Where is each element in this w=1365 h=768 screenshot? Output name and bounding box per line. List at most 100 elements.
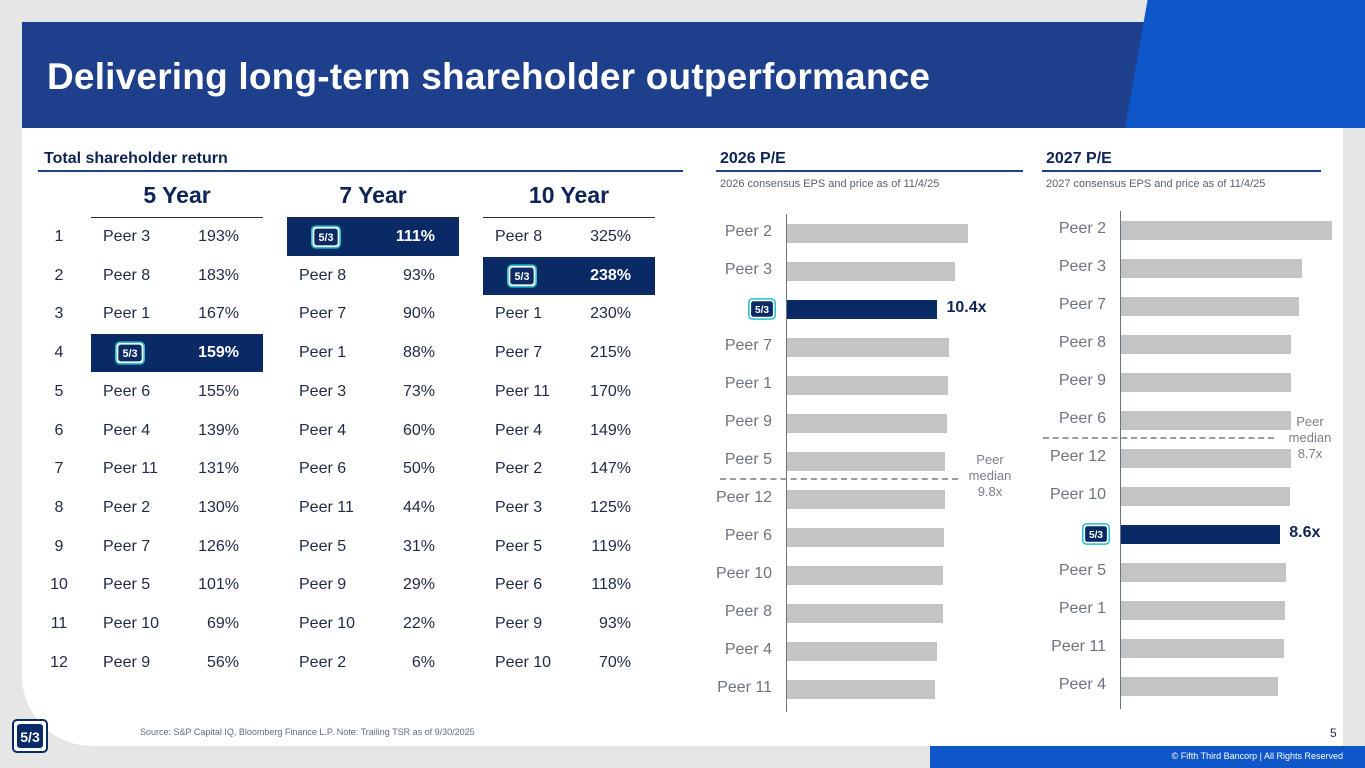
page-title: Delivering long-term shareholder outperf…	[47, 56, 931, 97]
tsr-value: 6%	[411, 653, 435, 671]
peer-name: Peer 6	[103, 382, 151, 400]
median-line	[720, 478, 958, 480]
category-label: Peer 5	[1058, 562, 1106, 579]
svg-text:5/3: 5/3	[318, 232, 333, 244]
category-label: Peer 12	[715, 489, 772, 506]
highlight-value-label: 8.6x	[1289, 524, 1321, 541]
peer-name: Peer 9	[495, 615, 543, 632]
median-label-line: 9.8x	[977, 484, 1003, 499]
tsr-value: 56%	[206, 653, 239, 671]
peer-name: Peer 5	[103, 576, 151, 594]
category-label: Peer 8	[1058, 334, 1106, 351]
peer-bar	[787, 489, 945, 509]
corner-accent	[1125, 0, 1365, 128]
tsr-value: 70%	[598, 653, 631, 671]
category-label: Peer 2	[724, 223, 772, 240]
rank-number: 12	[50, 653, 68, 671]
category-label: Peer 4	[724, 641, 772, 658]
peer-bar	[1121, 638, 1284, 658]
median-label-line: median	[1288, 430, 1332, 445]
category-label: Peer 10	[1049, 486, 1106, 503]
rank-number: 2	[54, 266, 64, 284]
rank-number: 3	[54, 305, 64, 323]
peer-name: Peer 9	[299, 576, 347, 594]
tsr-value: 131%	[198, 460, 239, 478]
tsr-value: 31%	[402, 537, 435, 555]
peer-bar	[1121, 486, 1290, 506]
tsr-section-title: Total shareholder return	[44, 150, 228, 167]
svg-text:5/3: 5/3	[514, 271, 529, 283]
tsr-value: 44%	[402, 498, 435, 516]
category-label: Peer 7	[1058, 296, 1106, 313]
period-header-rule	[91, 217, 263, 218]
peer-bar	[1121, 372, 1292, 392]
period-header: 10 Year	[528, 182, 610, 208]
tsr-value: 60%	[402, 421, 435, 439]
pe-2027-subtitle: 2027 consensus EPS and price as of 11/4/…	[1046, 178, 1266, 190]
peer-bar	[1121, 562, 1286, 582]
tsr-value: 90%	[402, 305, 435, 323]
peer-bar	[787, 413, 947, 433]
peer-name: Peer 10	[103, 615, 160, 632]
title-bar	[22, 22, 1343, 128]
svg-text:5/3: 5/3	[122, 348, 137, 360]
tsr-value: 101%	[198, 576, 239, 594]
tsr-value: 111%	[395, 228, 435, 245]
rank-number: 6	[54, 421, 64, 439]
category-label: Peer 10	[715, 565, 772, 582]
category-label: Peer 9	[724, 413, 772, 430]
tsr-value: 170%	[590, 382, 631, 400]
tsr-value: 22%	[402, 615, 435, 632]
peer-name: Peer 8	[103, 266, 151, 284]
tsr-value: 125%	[590, 498, 631, 516]
tsr-value: 215%	[590, 344, 631, 362]
highlight-value-label: 10.4x	[946, 299, 987, 316]
rank-number: 11	[50, 615, 68, 632]
tsr-value: 167%	[198, 305, 239, 323]
tsr-value: 50%	[402, 460, 435, 478]
peer-bar	[787, 679, 935, 699]
peer-name: Peer 11	[103, 460, 158, 478]
peer-bar	[1121, 258, 1303, 278]
fifth-third-logo: 5/3	[12, 719, 48, 753]
category-label: Peer 6	[724, 527, 772, 544]
svg-text:5/3: 5/3	[20, 729, 40, 745]
category-label: Peer 3	[724, 261, 772, 278]
tsr-value: 93%	[402, 266, 435, 284]
category-label: Peer 11	[717, 679, 772, 696]
tsr-value: 159%	[198, 344, 239, 362]
peer-name: Peer 10	[495, 653, 552, 671]
peer-name: Peer 10	[299, 615, 356, 632]
peer-name: Peer 2	[103, 498, 151, 516]
period-header: 7 Year	[339, 182, 407, 208]
tsr-value: 69%	[206, 615, 239, 632]
category-label: Peer 2	[1058, 220, 1106, 237]
tsr-value: 155%	[198, 382, 239, 400]
peer-name: Peer 7	[495, 344, 543, 362]
tsr-value: 93%	[598, 615, 631, 632]
tsr-value: 230%	[590, 305, 631, 323]
peer-name: Peer 3	[495, 498, 543, 516]
pe-2027-rule	[1042, 170, 1321, 172]
peer-name: Peer 11	[495, 382, 550, 400]
tsr-value: 149%	[590, 421, 631, 439]
rank-number: 8	[54, 498, 64, 516]
tsr-section-rule	[38, 170, 683, 172]
period-header: 5 Year	[143, 182, 211, 208]
category-label: Peer 7	[724, 337, 772, 354]
peer-name: Peer 7	[299, 305, 347, 323]
peer-bar	[787, 223, 968, 243]
median-line	[1043, 437, 1274, 439]
peer-name: Peer 8	[299, 266, 347, 284]
tsr-value: 325%	[590, 228, 631, 245]
peer-bar	[787, 337, 950, 357]
tsr-value: 29%	[402, 576, 435, 594]
rank-number: 5	[54, 382, 64, 400]
peer-bar	[1121, 448, 1292, 468]
fifth-third-logo-icon: 5/3	[311, 225, 341, 249]
fifth-third-logo-icon: 5/3	[1082, 523, 1110, 545]
tsr-value: 118%	[591, 576, 631, 594]
source-note: Source: S&P Capital IQ, Bloomberg Financ…	[140, 727, 475, 737]
tsr-value: 119%	[591, 537, 631, 555]
peer-bar	[1121, 220, 1333, 240]
